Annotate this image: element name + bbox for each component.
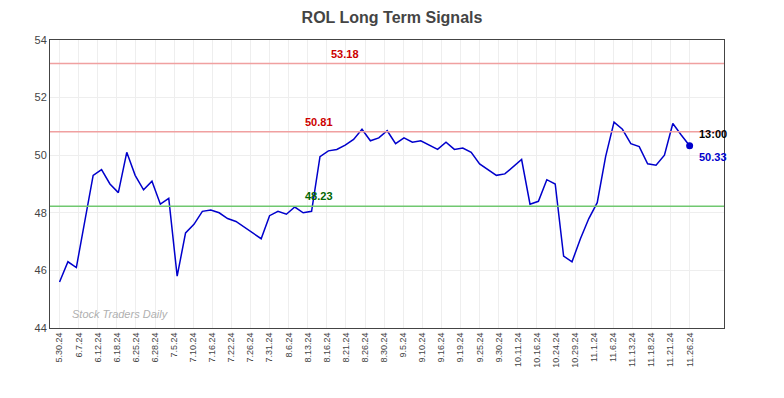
svg-text:10.24.24: 10.24.24: [551, 333, 561, 368]
svg-text:7.22.24: 7.22.24: [226, 333, 236, 363]
svg-text:ROL Long Term Signals: ROL Long Term Signals: [302, 9, 483, 26]
svg-text:46: 46: [35, 264, 47, 276]
svg-text:8.13.24: 8.13.24: [303, 333, 313, 363]
svg-text:13:00: 13:00: [699, 128, 727, 140]
svg-text:6.7.24: 6.7.24: [74, 333, 84, 358]
svg-text:50.33: 50.33: [699, 151, 727, 163]
svg-text:11.18.24: 11.18.24: [646, 333, 656, 367]
svg-text:50.81: 50.81: [305, 116, 333, 128]
svg-text:11.21.24: 11.21.24: [665, 333, 675, 367]
svg-text:10.11.24: 10.11.24: [513, 333, 523, 367]
svg-text:11.26.24: 11.26.24: [685, 333, 695, 367]
svg-text:Stock Traders Daily: Stock Traders Daily: [72, 308, 169, 320]
svg-text:8.16.24: 8.16.24: [322, 333, 332, 363]
svg-text:11.1.24: 11.1.24: [589, 333, 599, 362]
svg-text:44: 44: [35, 322, 47, 334]
svg-text:11.6.24: 11.6.24: [608, 333, 618, 362]
svg-text:9.5.24: 9.5.24: [398, 333, 408, 358]
svg-text:6.12.24: 6.12.24: [93, 333, 103, 363]
svg-text:10.16.24: 10.16.24: [532, 333, 542, 368]
svg-text:6.25.24: 6.25.24: [131, 333, 141, 363]
svg-text:8.6.24: 8.6.24: [284, 333, 294, 358]
svg-text:54: 54: [35, 34, 47, 46]
svg-text:52: 52: [35, 91, 47, 103]
svg-text:48.23: 48.23: [305, 190, 333, 202]
svg-text:8.26.24: 8.26.24: [360, 333, 370, 363]
svg-text:7.16.24: 7.16.24: [207, 333, 217, 363]
svg-text:11.13.24: 11.13.24: [627, 333, 637, 367]
svg-text:9.30.24: 9.30.24: [494, 333, 504, 363]
svg-text:10.29.24: 10.29.24: [570, 333, 580, 368]
svg-text:9.16.24: 9.16.24: [436, 333, 446, 363]
svg-text:5.30.24: 5.30.24: [54, 333, 64, 363]
svg-text:8.21.24: 8.21.24: [341, 333, 351, 363]
svg-text:7.5.24: 7.5.24: [169, 333, 179, 358]
svg-text:7.31.24: 7.31.24: [265, 333, 275, 363]
svg-text:7.10.24: 7.10.24: [188, 333, 198, 363]
svg-text:48: 48: [35, 207, 47, 219]
svg-text:9.19.24: 9.19.24: [455, 333, 465, 363]
svg-text:6.28.24: 6.28.24: [150, 333, 160, 363]
svg-text:9.10.24: 9.10.24: [417, 333, 427, 363]
svg-text:6.18.24: 6.18.24: [112, 333, 122, 363]
svg-text:8.30.24: 8.30.24: [379, 333, 389, 363]
svg-text:50: 50: [35, 149, 47, 161]
svg-text:53.18: 53.18: [331, 48, 359, 60]
svg-text:9.25.24: 9.25.24: [475, 333, 485, 363]
svg-text:7.26.24: 7.26.24: [245, 333, 255, 363]
